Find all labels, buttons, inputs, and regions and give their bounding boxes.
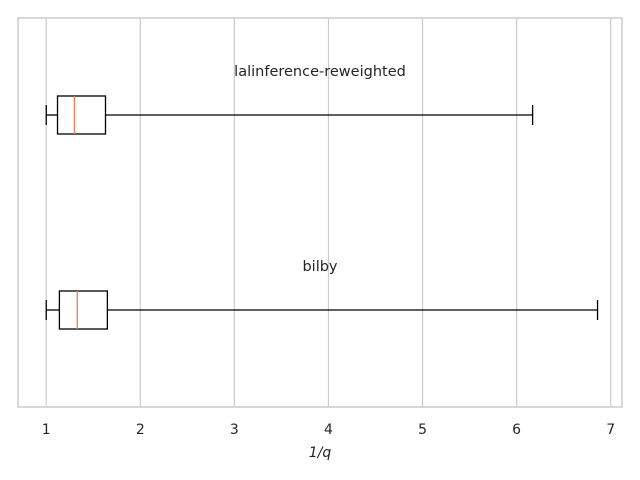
x-tick-label-3: 3 [230,422,239,438]
x-tick-label-4: 4 [324,422,333,438]
plot-frame [17,17,623,408]
x-tick-label-7: 7 [606,422,615,438]
x-tick-labels: 1 2 3 4 5 6 7 [42,422,615,438]
series-boxes: lalinference-reweighted bilby [45,64,599,330]
iqr-box [56,95,107,135]
x-tick-label-6: 6 [512,422,521,438]
box-bilby: bilby [45,259,599,330]
box-label-lalinference-reweighted: lalinference-reweighted [234,64,406,80]
x-axis-label: 1/q [309,445,332,461]
x-tick-label-5: 5 [418,422,427,438]
x-tick-label-1: 1 [42,422,51,438]
box-lalinference-reweighted: lalinference-reweighted [45,64,534,135]
iqr-box [58,290,109,330]
grid-lines [45,18,612,407]
box-label-bilby: bilby [302,259,337,275]
x-tick-label-2: 2 [136,422,145,438]
